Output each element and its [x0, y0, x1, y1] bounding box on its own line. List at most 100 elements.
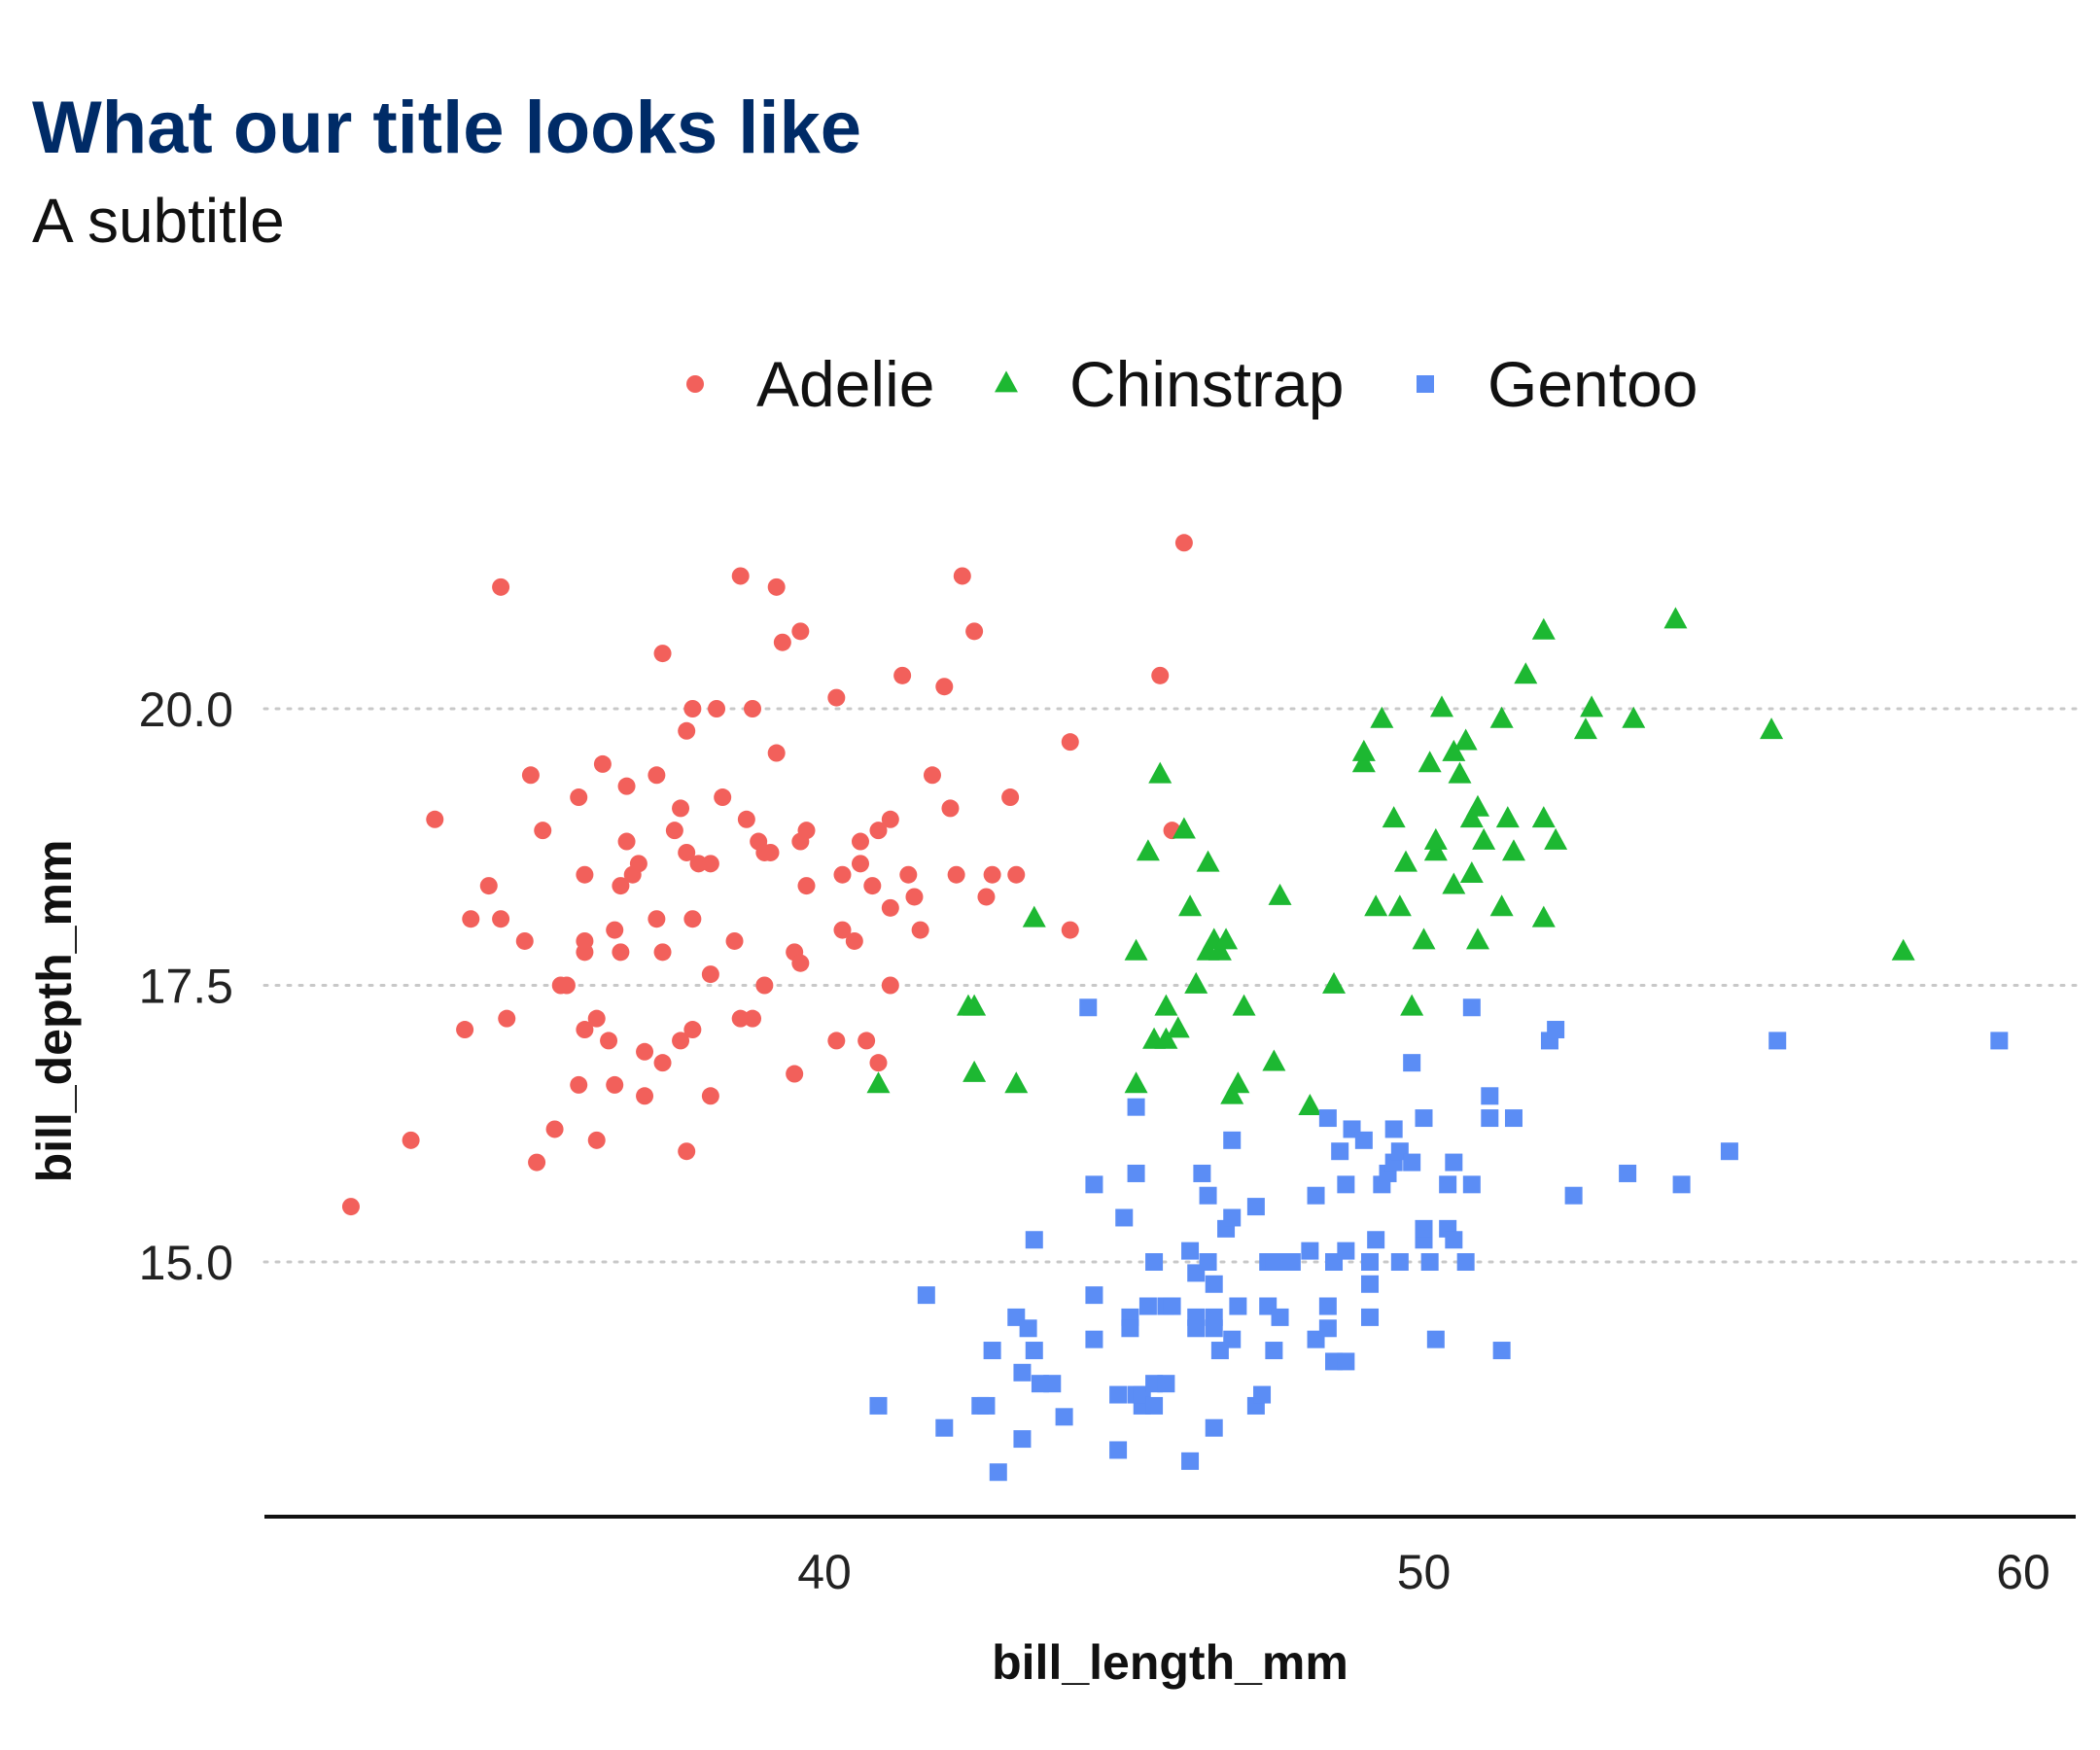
data-point — [557, 976, 576, 995]
data-point — [617, 777, 636, 795]
data-point — [1301, 1242, 1319, 1260]
data-point — [917, 1286, 935, 1305]
data-point — [737, 810, 755, 828]
data-point — [1013, 1363, 1032, 1382]
data-point — [1178, 894, 1203, 917]
data-point — [1282, 1253, 1301, 1271]
data-point — [1403, 1153, 1421, 1172]
data-point — [744, 700, 762, 718]
data-point — [1891, 938, 1915, 961]
data-point — [1387, 894, 1412, 917]
data-point — [1318, 1319, 1337, 1338]
data-point — [983, 1342, 1001, 1360]
data-point — [1331, 1142, 1349, 1161]
data-point — [1514, 662, 1538, 684]
data-point — [1619, 1164, 1637, 1182]
data-point — [1429, 695, 1453, 718]
data-point — [977, 888, 996, 906]
data-point — [845, 931, 863, 950]
data-point — [827, 1032, 846, 1050]
data-point — [1322, 971, 1347, 994]
data-point — [498, 1009, 516, 1028]
y-axis-ticks: 15.0 17.5 20.0 — [139, 682, 233, 1290]
data-point — [941, 799, 960, 818]
data-point — [653, 1054, 672, 1072]
data-point — [863, 877, 882, 895]
data-point — [1394, 850, 1418, 872]
data-point — [683, 910, 702, 928]
legend-label: Chinstrap — [1069, 348, 1344, 420]
data-point — [1246, 1198, 1265, 1216]
data-point — [1127, 1098, 1145, 1116]
data-point — [636, 1042, 654, 1061]
data-point — [851, 832, 869, 851]
data-point — [606, 1075, 624, 1094]
data-point — [1262, 1049, 1286, 1071]
data-point — [492, 578, 510, 596]
x-tick-label: 50 — [1397, 1545, 1452, 1599]
data-point — [576, 1021, 594, 1039]
data-point — [653, 943, 672, 962]
data-point — [1351, 739, 1376, 761]
data-point — [1337, 1242, 1355, 1260]
data-point — [1672, 1175, 1691, 1194]
data-point — [791, 954, 810, 972]
data-point — [731, 1009, 750, 1028]
data-point — [833, 921, 852, 939]
data-point — [1400, 994, 1424, 1016]
data-point — [683, 1021, 702, 1039]
legend-label: Gentoo — [1488, 348, 1698, 420]
data-point — [869, 1054, 888, 1072]
data-point — [587, 1131, 606, 1149]
data-point — [1504, 1109, 1522, 1128]
data-point — [1361, 1253, 1380, 1271]
data-point — [1061, 733, 1079, 752]
data-point — [1019, 1319, 1037, 1338]
data-point — [1174, 534, 1193, 552]
data-point — [1459, 806, 1484, 828]
data-point — [1445, 1153, 1463, 1172]
data-point — [528, 1153, 546, 1172]
data-point — [521, 766, 540, 785]
data-point — [1265, 1342, 1283, 1360]
data-point — [1007, 865, 1026, 884]
data-point — [1043, 1375, 1062, 1393]
data-point — [1580, 695, 1604, 718]
data-point — [1465, 794, 1489, 817]
data-point — [1426, 1330, 1445, 1348]
data-point — [1271, 1308, 1289, 1326]
data-point — [1223, 1208, 1242, 1227]
data-point — [953, 567, 971, 585]
data-point — [983, 865, 1001, 884]
data-point — [617, 832, 636, 851]
data-point — [1403, 1054, 1421, 1072]
data-point — [989, 1463, 1007, 1482]
data-point — [701, 965, 719, 984]
data-point — [1268, 883, 1292, 905]
data-point — [629, 855, 648, 873]
data-point — [576, 865, 594, 884]
data-point — [678, 1142, 696, 1161]
data-point — [1151, 666, 1170, 684]
data-point — [1354, 1131, 1373, 1149]
data-point — [1229, 1297, 1247, 1315]
data-point — [1423, 839, 1448, 861]
data-point — [1085, 1286, 1103, 1305]
data-point — [545, 1120, 564, 1138]
data-point — [1382, 806, 1406, 828]
data-point — [1181, 1242, 1200, 1260]
data-point — [1415, 1219, 1433, 1238]
data-point — [678, 843, 696, 861]
data-point — [947, 865, 965, 884]
data-point — [1181, 1452, 1200, 1470]
data-point — [701, 1087, 719, 1105]
data-point — [797, 877, 816, 895]
data-point — [714, 788, 732, 807]
data-point — [1001, 788, 1020, 807]
data-point — [1154, 994, 1178, 1016]
data-point — [1495, 806, 1520, 828]
data-point — [1442, 872, 1466, 894]
data-point — [881, 976, 899, 995]
data-point — [1127, 1164, 1145, 1182]
